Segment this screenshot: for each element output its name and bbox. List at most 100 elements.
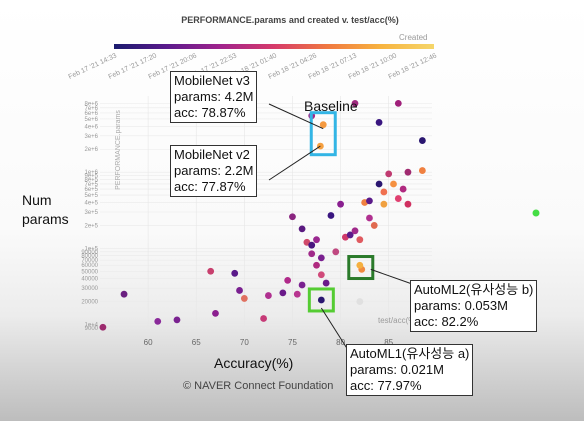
data-point (418, 167, 426, 174)
colorbar (114, 44, 434, 49)
annotation-line: acc: 78.87% (174, 105, 246, 120)
y-tick-label: 4e+6 (84, 124, 98, 130)
data-point (385, 170, 393, 178)
y-tick-label: 6e+5 (84, 187, 98, 193)
y-tick-label: 9000 (85, 326, 99, 332)
y-tick-label: 90000 (81, 250, 98, 256)
data-point (236, 287, 243, 294)
highlight-box-mobilenet (309, 111, 337, 157)
y-tick-label: 2e+5 (84, 223, 98, 229)
data-point (404, 200, 412, 208)
data-point (317, 296, 325, 304)
annotation-line: MobileNet v3 (174, 73, 250, 88)
x-tick-label: 75 (288, 338, 297, 347)
annotation-baseline: Baseline (304, 98, 358, 114)
annotation-line: params: 0.053M (414, 298, 508, 313)
y-tick-label: 40000 (81, 277, 98, 283)
highlight-box-automl2 (347, 255, 375, 281)
data-point (317, 271, 325, 279)
data-point (327, 212, 335, 219)
x-tick-label: 65 (192, 338, 201, 347)
data-point (390, 180, 397, 188)
y-tick-label: 7e+5 (84, 182, 98, 188)
data-point (289, 213, 296, 221)
data-point (394, 99, 402, 107)
data-point (346, 231, 354, 239)
data-point (260, 315, 267, 322)
highlight-box-automl1 (307, 287, 335, 313)
data-point (375, 180, 383, 188)
data-point (212, 309, 219, 317)
x-tick-label: 60 (144, 338, 153, 347)
data-point (380, 200, 388, 208)
data-point (380, 188, 388, 196)
outlier-point (532, 209, 540, 217)
data-point (313, 236, 320, 244)
y-tick-label: 60000 (81, 263, 98, 269)
data-point (317, 254, 325, 262)
annotation-mobilenet-v2: MobileNet v2 params: 2.2M acc: 77.87% (170, 145, 258, 197)
annotation-connector (268, 145, 321, 181)
y-tick-label: 1e+5 (84, 246, 98, 252)
y-tick-label: 1e+6 (84, 170, 98, 176)
annotation-line: acc: 77.87% (174, 179, 246, 194)
data-point (231, 269, 239, 277)
y-tick-label: 6e+6 (84, 111, 98, 117)
x-axis-title: Accuracy(%) (214, 355, 294, 371)
data-point (284, 276, 292, 284)
annotation-connector (268, 103, 324, 130)
inner-y-axis-label: PERFORMANCE.params (115, 110, 122, 190)
data-point (337, 200, 344, 208)
y-tick-label: 7e+6 (84, 106, 98, 112)
annotation-mobilenet-v3: MobileNet v3 params: 4.2M acc: 78.87% (170, 71, 258, 123)
y-tick-label: 30000 (81, 286, 98, 292)
annotation-line: MobileNet v2 (174, 147, 250, 162)
y-tick-label: 5e+6 (84, 117, 98, 123)
data-point (370, 222, 378, 229)
data-point (418, 137, 426, 144)
annotation-line: params: 0.021M (350, 362, 444, 377)
data-point (265, 292, 272, 299)
data-point (240, 295, 248, 302)
data-point (319, 121, 327, 129)
y-tick-label: 20000 (81, 300, 98, 306)
data-point (99, 323, 107, 331)
colorbar-title: Created (399, 33, 428, 42)
annotation-automl2: AutoML2(유사성능 b) params: 0.053M acc: 82.2… (410, 280, 538, 332)
data-point (356, 261, 364, 269)
data-point (375, 119, 383, 126)
y-tick-label: 4e+5 (84, 200, 98, 206)
y-axis-title: Num params (22, 192, 69, 227)
x-tick-label: 85 (384, 338, 393, 347)
annotation-line: acc: 77.97% (350, 378, 422, 393)
data-point (293, 290, 301, 298)
data-point (356, 236, 364, 244)
data-point (308, 250, 316, 258)
data-point (308, 241, 316, 249)
y-tick-label: 9e+5 (84, 174, 98, 180)
data-point (154, 317, 162, 325)
y-tick-label: 80000 (81, 254, 98, 260)
data-point (366, 197, 373, 205)
y-tick-label: 3e+6 (84, 134, 98, 140)
y-tick-label: 8e+6 (84, 101, 98, 107)
inner-x-axis-label: test/acc(%) (378, 316, 419, 325)
annotation-automl1: AutoML1(유사성능 a) params: 0.021M acc: 77.9… (346, 344, 474, 396)
y-tick-label: 8e+5 (84, 178, 98, 184)
annotation-line: AutoML1(유사성능 a) (350, 346, 470, 361)
x-tick-label: 80 (336, 338, 345, 347)
data-point (351, 99, 359, 107)
chart-title: PERFORMANCE.params and created v. test/a… (181, 15, 398, 25)
data-point (366, 214, 373, 222)
data-point (394, 195, 402, 202)
annotation-line: params: 4.2M (174, 89, 254, 104)
y-tick-label: 70000 (81, 258, 98, 264)
y-tick-label: 5e+5 (84, 193, 98, 199)
annotation-line: AutoML2(유사성능 b) (414, 282, 534, 297)
data-point (332, 248, 340, 256)
data-point (313, 261, 320, 269)
data-point (120, 290, 128, 298)
annotation-connector (320, 307, 349, 351)
data-point (351, 227, 359, 235)
